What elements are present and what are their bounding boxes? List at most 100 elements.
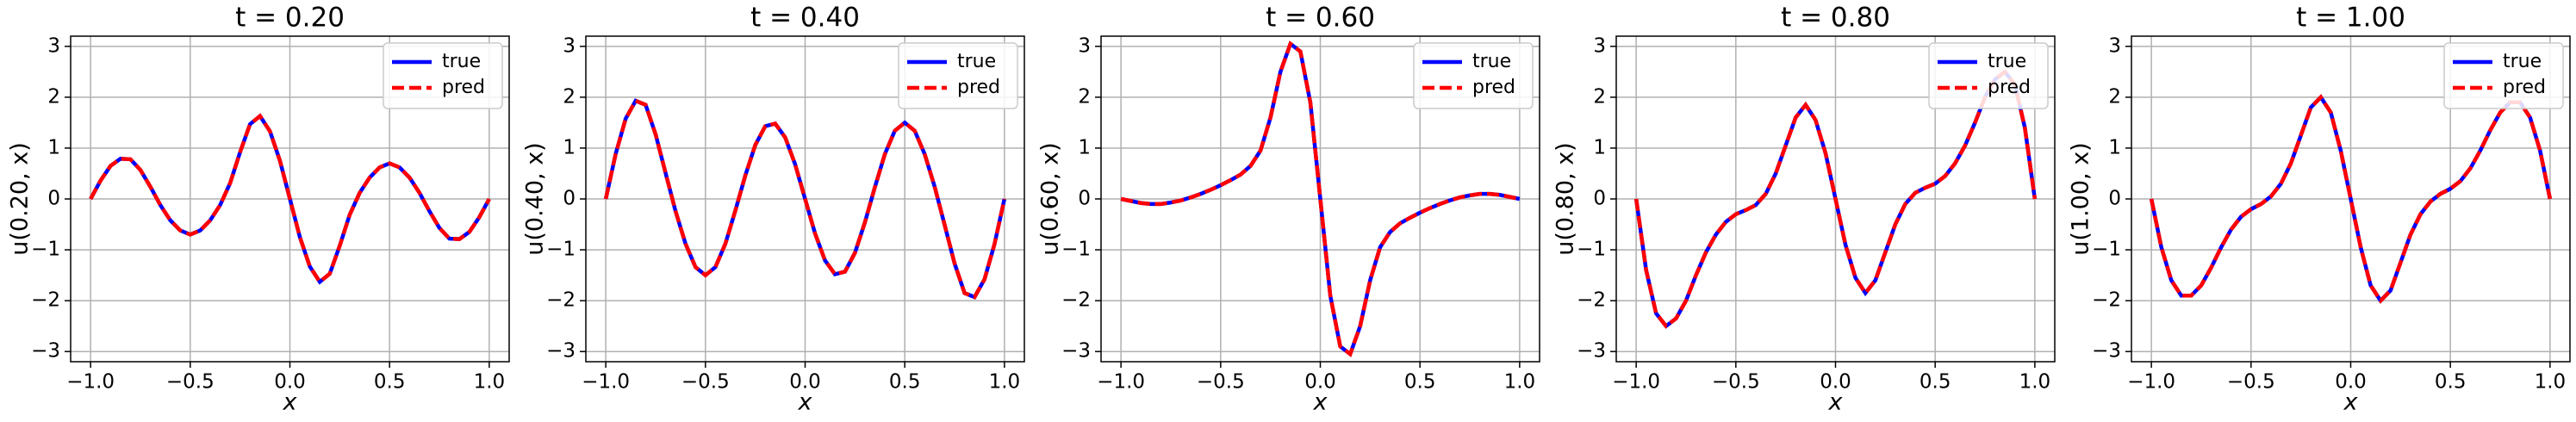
x-tick-label: −1.0 xyxy=(2127,371,2175,394)
legend-box xyxy=(898,42,1018,109)
chart-title: t = 0.20 xyxy=(235,3,345,34)
y-tick-label: 1 xyxy=(2108,136,2121,158)
legend-label: true xyxy=(957,51,996,72)
legend-label: pred xyxy=(442,77,485,98)
x-tick-label: 1.0 xyxy=(474,371,506,394)
axes-frame xyxy=(1100,35,1540,363)
y-tick-label: 0 xyxy=(47,188,60,210)
y-tick-label: 2 xyxy=(2108,85,2121,108)
y-tick-label: 2 xyxy=(1078,85,1091,108)
legend-label: true xyxy=(1988,51,2026,72)
series-line xyxy=(603,98,1007,300)
y-tick-label: 3 xyxy=(563,34,576,57)
x-tick-label: −0.5 xyxy=(1712,371,1760,394)
x-tick-label: 0.5 xyxy=(889,371,921,394)
y-tick-label: 3 xyxy=(1078,34,1091,57)
y-axis-label: u(0.20, x) xyxy=(7,142,34,255)
legend-label: pred xyxy=(2503,77,2546,98)
x-tick-label: −1.0 xyxy=(1097,371,1145,394)
chart-title: t = 0.80 xyxy=(1781,3,1890,34)
y-tick-label: 0 xyxy=(1593,188,1606,210)
y-tick-label: 0 xyxy=(1078,188,1091,210)
x-tick-label: 1.0 xyxy=(989,371,1021,394)
y-tick-label: 2 xyxy=(1593,85,1606,108)
x-tick-label: −0.5 xyxy=(1197,371,1245,394)
axes-frame xyxy=(1615,35,2056,363)
y-tick-label: 3 xyxy=(2108,34,2121,57)
legend-label: pred xyxy=(1472,77,1515,98)
y-tick-label: −2 xyxy=(1577,289,1606,312)
y-tick-label: −1 xyxy=(1061,239,1091,261)
x-tick-label: −1.0 xyxy=(1612,371,1660,394)
y-tick-label: −2 xyxy=(1061,289,1091,312)
y-axis-label: u(0.60, x) xyxy=(1037,142,1064,255)
x-tick-label: 0.5 xyxy=(1920,371,1951,394)
y-tick-label: 1 xyxy=(1593,136,1606,158)
series-line xyxy=(89,113,491,285)
x-tick-label: −0.5 xyxy=(2227,371,2275,394)
x-tick-label: 0.5 xyxy=(2435,371,2467,394)
legend-label: pred xyxy=(957,77,1000,98)
x-tick-label: 1.0 xyxy=(2535,371,2567,394)
legend-box xyxy=(383,42,503,109)
axes-frame xyxy=(585,35,1025,363)
x-tick-label: 0.0 xyxy=(2335,371,2367,394)
x-tick-label: 1.0 xyxy=(1504,371,1536,394)
x-tick-label: −1.0 xyxy=(66,371,115,394)
x-axis-label: x xyxy=(1313,389,1328,416)
x-axis-label: x xyxy=(2343,389,2359,416)
x-tick-label: 0.5 xyxy=(374,371,406,394)
legend-box xyxy=(1928,42,2049,109)
y-tick-label: −1 xyxy=(1577,239,1606,261)
y-tick-label: −2 xyxy=(31,289,60,312)
y-tick-label: −3 xyxy=(2092,340,2121,363)
series-line xyxy=(1633,69,2038,329)
y-axis-label: u(0.40, x) xyxy=(522,142,549,255)
x-tick-label: 1.0 xyxy=(2019,371,2051,394)
legend-box xyxy=(2443,42,2564,109)
axes-frame xyxy=(2131,35,2571,363)
y-tick-label: 0 xyxy=(2108,188,2121,210)
x-axis-label: x xyxy=(283,389,298,416)
x-tick-label: 0.5 xyxy=(1404,371,1436,394)
y-tick-label: −1 xyxy=(31,239,60,261)
y-axis-label: u(0.80, x) xyxy=(1552,142,1579,255)
series-line xyxy=(1120,40,1521,357)
legend-label: pred xyxy=(1988,77,2031,98)
legend-label: true xyxy=(2503,51,2542,72)
x-tick-label: −1.0 xyxy=(582,371,630,394)
y-tick-label: −3 xyxy=(31,340,60,363)
legend-box xyxy=(1413,42,1534,109)
x-axis-label: x xyxy=(1828,389,1844,416)
axes-frame xyxy=(70,35,510,363)
y-axis-label: u(1.00, x) xyxy=(2068,142,2094,255)
series-line xyxy=(2149,94,2553,304)
y-tick-label: −1 xyxy=(2092,239,2121,261)
y-tick-label: 3 xyxy=(47,34,60,57)
y-tick-label: −3 xyxy=(1061,340,1091,363)
y-tick-label: 1 xyxy=(563,136,576,158)
x-tick-label: −0.5 xyxy=(166,371,215,394)
y-tick-label: 2 xyxy=(563,85,576,108)
x-tick-label: −0.5 xyxy=(681,371,730,394)
y-tick-label: −2 xyxy=(2092,289,2121,312)
y-tick-label: 3 xyxy=(1593,34,1606,57)
y-tick-label: 1 xyxy=(47,136,60,158)
chart-title: t = 0.40 xyxy=(750,3,860,34)
x-tick-label: 0.0 xyxy=(1820,371,1851,394)
x-tick-label: 0.0 xyxy=(1304,371,1336,394)
chart-title: t = 1.00 xyxy=(2296,3,2405,34)
y-tick-label: −1 xyxy=(546,239,576,261)
y-tick-label: 2 xyxy=(47,85,60,108)
y-tick-label: −3 xyxy=(546,340,576,363)
legend-label: true xyxy=(1472,51,1511,72)
x-axis-label: x xyxy=(798,389,813,416)
y-tick-label: 0 xyxy=(563,188,576,210)
x-tick-label: 0.0 xyxy=(274,371,306,394)
y-tick-label: −3 xyxy=(1577,340,1606,363)
y-tick-label: 1 xyxy=(1078,136,1091,158)
legend-label: true xyxy=(442,51,481,72)
chart-title: t = 0.60 xyxy=(1266,3,1375,34)
